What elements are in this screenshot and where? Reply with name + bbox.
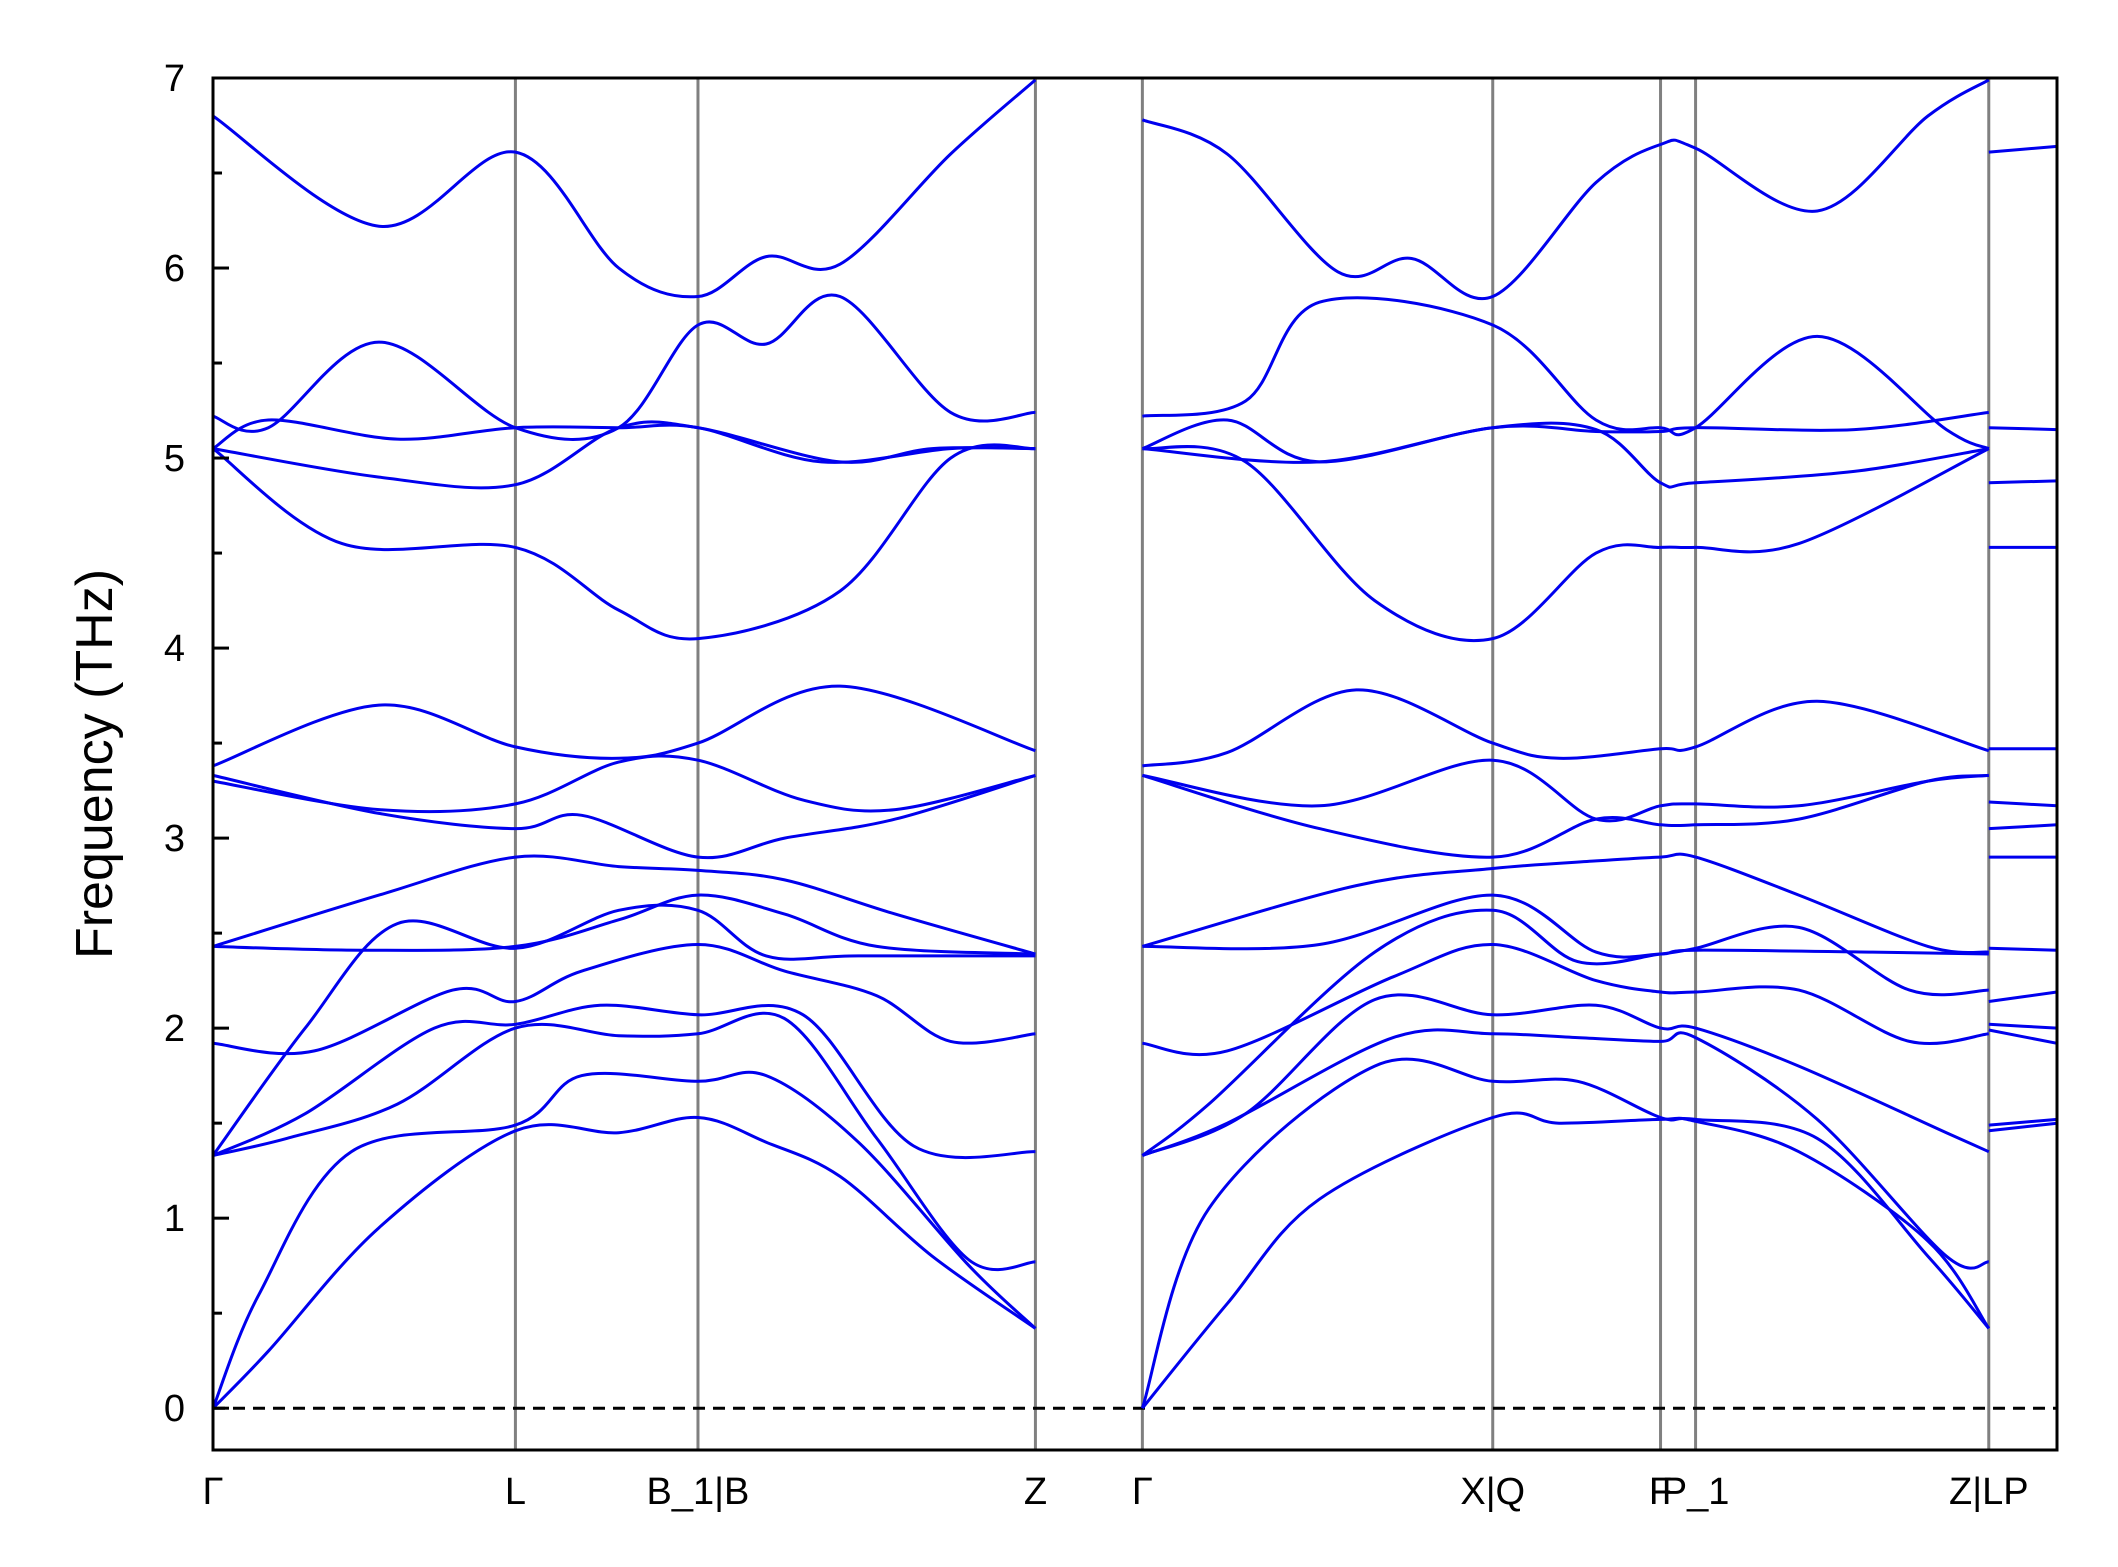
band-line [212, 418, 1036, 464]
band-line [212, 420, 1036, 490]
y-tick-label: 5 [164, 438, 185, 480]
band-line [211, 903, 1036, 1157]
band-line [1141, 993, 1990, 1157]
x-tick-label: L [505, 1471, 526, 1513]
x-tick-label: F [1649, 1471, 1672, 1513]
band-line [1142, 893, 1989, 959]
band-line [211, 1115, 1037, 1410]
band-line [1988, 800, 2058, 808]
x-tick-label: B_1|B [647, 1471, 750, 1513]
band-line [212, 443, 1036, 641]
band-line [1988, 1022, 2058, 1030]
band-line [1142, 758, 1989, 823]
band-line [212, 854, 1036, 956]
x-tick-label: Z [1024, 1471, 1047, 1513]
y-tick-label: 7 [164, 58, 185, 100]
y-tick-label: 0 [164, 1388, 185, 1430]
band-line [212, 893, 1036, 956]
band-line [1988, 823, 2058, 831]
high-symmetry-lines [513, 78, 1991, 1450]
band-line [1140, 1057, 1990, 1409]
band-line [1141, 852, 1989, 954]
y-tick-label: 2 [164, 1008, 185, 1050]
band-line [212, 293, 1036, 441]
plot-frame [211, 76, 2059, 1452]
y-axis-title: Frequency (THz) [66, 569, 124, 959]
y-axis-ticks [213, 76, 229, 1410]
band-line [1142, 942, 1989, 1056]
band-line [212, 773, 1036, 860]
band-line [1988, 990, 2058, 1003]
band-line [1142, 688, 1990, 768]
y-axis-tick-labels: 0 1 2 3 4 5 6 7 [164, 58, 185, 1430]
band-line [1141, 1111, 1991, 1410]
band-line [1141, 773, 1989, 859]
y-tick-label: 3 [164, 818, 185, 860]
x-tick-label: X|Q [1460, 1471, 1525, 1513]
x-tick-label: Z|LP [1949, 1471, 2029, 1513]
x-tick-label: Γ [1132, 1471, 1153, 1513]
band-line [1988, 144, 2058, 154]
x-tick-label: P_1 [1662, 1471, 1730, 1513]
y-tick-label: 4 [164, 628, 185, 670]
band-line [212, 754, 1036, 814]
band-line [1988, 1028, 2058, 1045]
x-tick-label: Γ [203, 1471, 224, 1513]
band-line [212, 78, 1037, 299]
band-line [1142, 421, 1990, 489]
band-line [212, 1011, 1036, 1272]
band-line [1988, 1121, 2058, 1133]
phonon-bands [211, 78, 2058, 1410]
band-line [1988, 479, 2058, 485]
band-line [212, 943, 1036, 1056]
band-line [1142, 445, 1990, 643]
y-tick-label: 1 [164, 1198, 185, 1240]
band-line [1141, 410, 1989, 464]
band-line [1141, 78, 1990, 301]
band-line [211, 1070, 1037, 1409]
band-line [1988, 946, 2058, 952]
band-line [1988, 426, 2058, 432]
band-line [1141, 1028, 1990, 1270]
x-axis-tick-labels: Γ L B_1|B Z Γ X|Q FP_1 Z|LP [203, 1471, 2029, 1513]
band-line [212, 1003, 1036, 1160]
band-line [1988, 1117, 2058, 1127]
band-line [212, 684, 1036, 768]
y-tick-label: 6 [164, 248, 185, 290]
band-line [1142, 296, 1990, 451]
